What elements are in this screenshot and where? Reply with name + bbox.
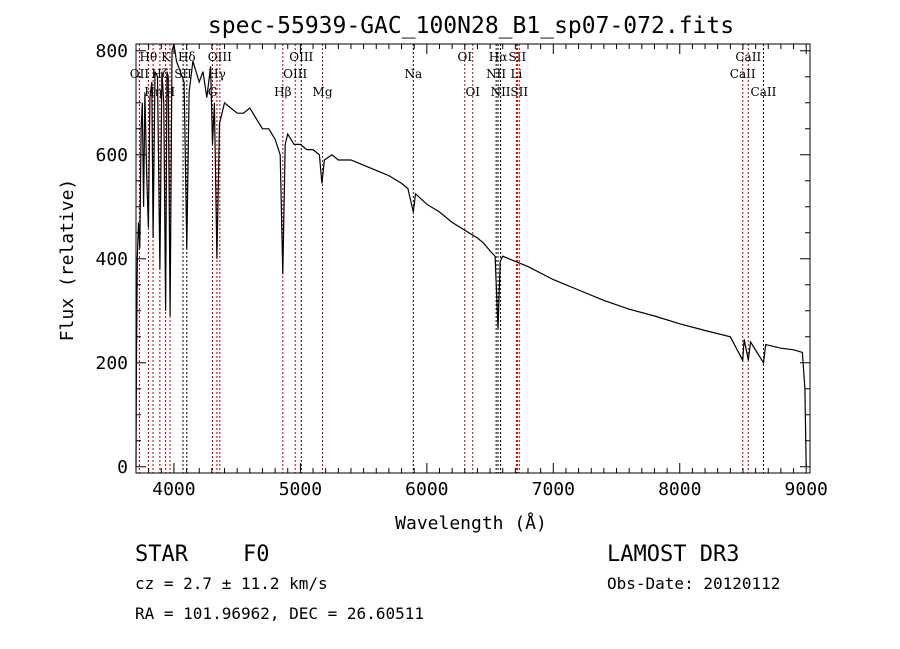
series [135, 43, 807, 467]
line-marker-label: K [161, 50, 171, 64]
survey-name: LAMOST DR3 [607, 542, 739, 567]
line-marker-label: Li [510, 67, 522, 81]
line-marker-label: Hθ [140, 50, 158, 64]
subclass: F0 [243, 542, 270, 567]
line-marker-label: CaII [735, 50, 761, 64]
line-marker-label: NII [491, 85, 511, 99]
spectrum-line [135, 43, 807, 467]
line-marker-label: OIII [283, 67, 307, 81]
line-marker-label: Hβ [274, 85, 291, 99]
line-markers: OII Hθ Hη Hζ K H SII Hδ G Hγ OIII Hβ OIII OIII Mg Na OI O… [130, 44, 777, 473]
line-marker-label: OIII [208, 50, 232, 64]
x-tick-label: 8000 [658, 479, 701, 500]
axis-ticks: 4000 5000 6000 7000 8000 9000 0 200 400 600 800 [95, 41, 827, 500]
line-marker-label: CaII [751, 85, 777, 99]
line-marker-label: SII [509, 50, 527, 64]
line-marker-label: OII [130, 67, 150, 81]
redshift: cz = 2.7 ± 11.2 km/s [135, 574, 328, 593]
line-marker-label: OIII [289, 50, 313, 64]
line-marker-label: OI [457, 50, 472, 64]
line-marker-label: Hδ [178, 50, 196, 64]
line-marker-label: Mg [313, 85, 333, 99]
x-axis-label: Wavelength (Å) [395, 512, 547, 534]
chart-title: spec-55939-GAC_100N28_B1_sp07-072.fits [208, 13, 734, 39]
object-class: STAR [135, 542, 189, 567]
line-marker-label: Hγ [208, 67, 226, 81]
y-tick-label: 800 [95, 41, 128, 62]
y-tick-label: 400 [95, 249, 128, 270]
x-tick-label: 6000 [405, 479, 448, 500]
line-marker-label: SII [510, 85, 528, 99]
y-axis-label: Flux (relative) [57, 179, 78, 342]
obs-date: Obs-Date: 20120112 [607, 574, 780, 593]
line-marker-label: Hη [144, 85, 162, 99]
x-tick-label: 9000 [785, 479, 828, 500]
line-marker-label: G [208, 85, 218, 99]
coordinates: RA = 101.96962, DEC = 26.60511 [135, 604, 424, 623]
line-marker-label: NII [486, 67, 506, 81]
line-marker-label: SII [174, 67, 192, 81]
x-tick-label: 4000 [152, 479, 195, 500]
y-tick-label: 0 [117, 457, 128, 478]
line-marker-label: CaII [730, 67, 756, 81]
y-tick-label: 200 [95, 353, 128, 374]
line-marker-label: Hα [489, 50, 508, 64]
line-marker-label: OI [465, 85, 480, 99]
x-tick-label: 5000 [279, 479, 322, 500]
line-marker-label: Hζ [151, 67, 168, 81]
y-tick-label: 600 [95, 145, 128, 166]
line-marker-label: H [165, 85, 175, 99]
line-marker-label: Na [404, 67, 422, 81]
plot-frame [135, 43, 811, 474]
x-tick-label: 7000 [532, 479, 575, 500]
